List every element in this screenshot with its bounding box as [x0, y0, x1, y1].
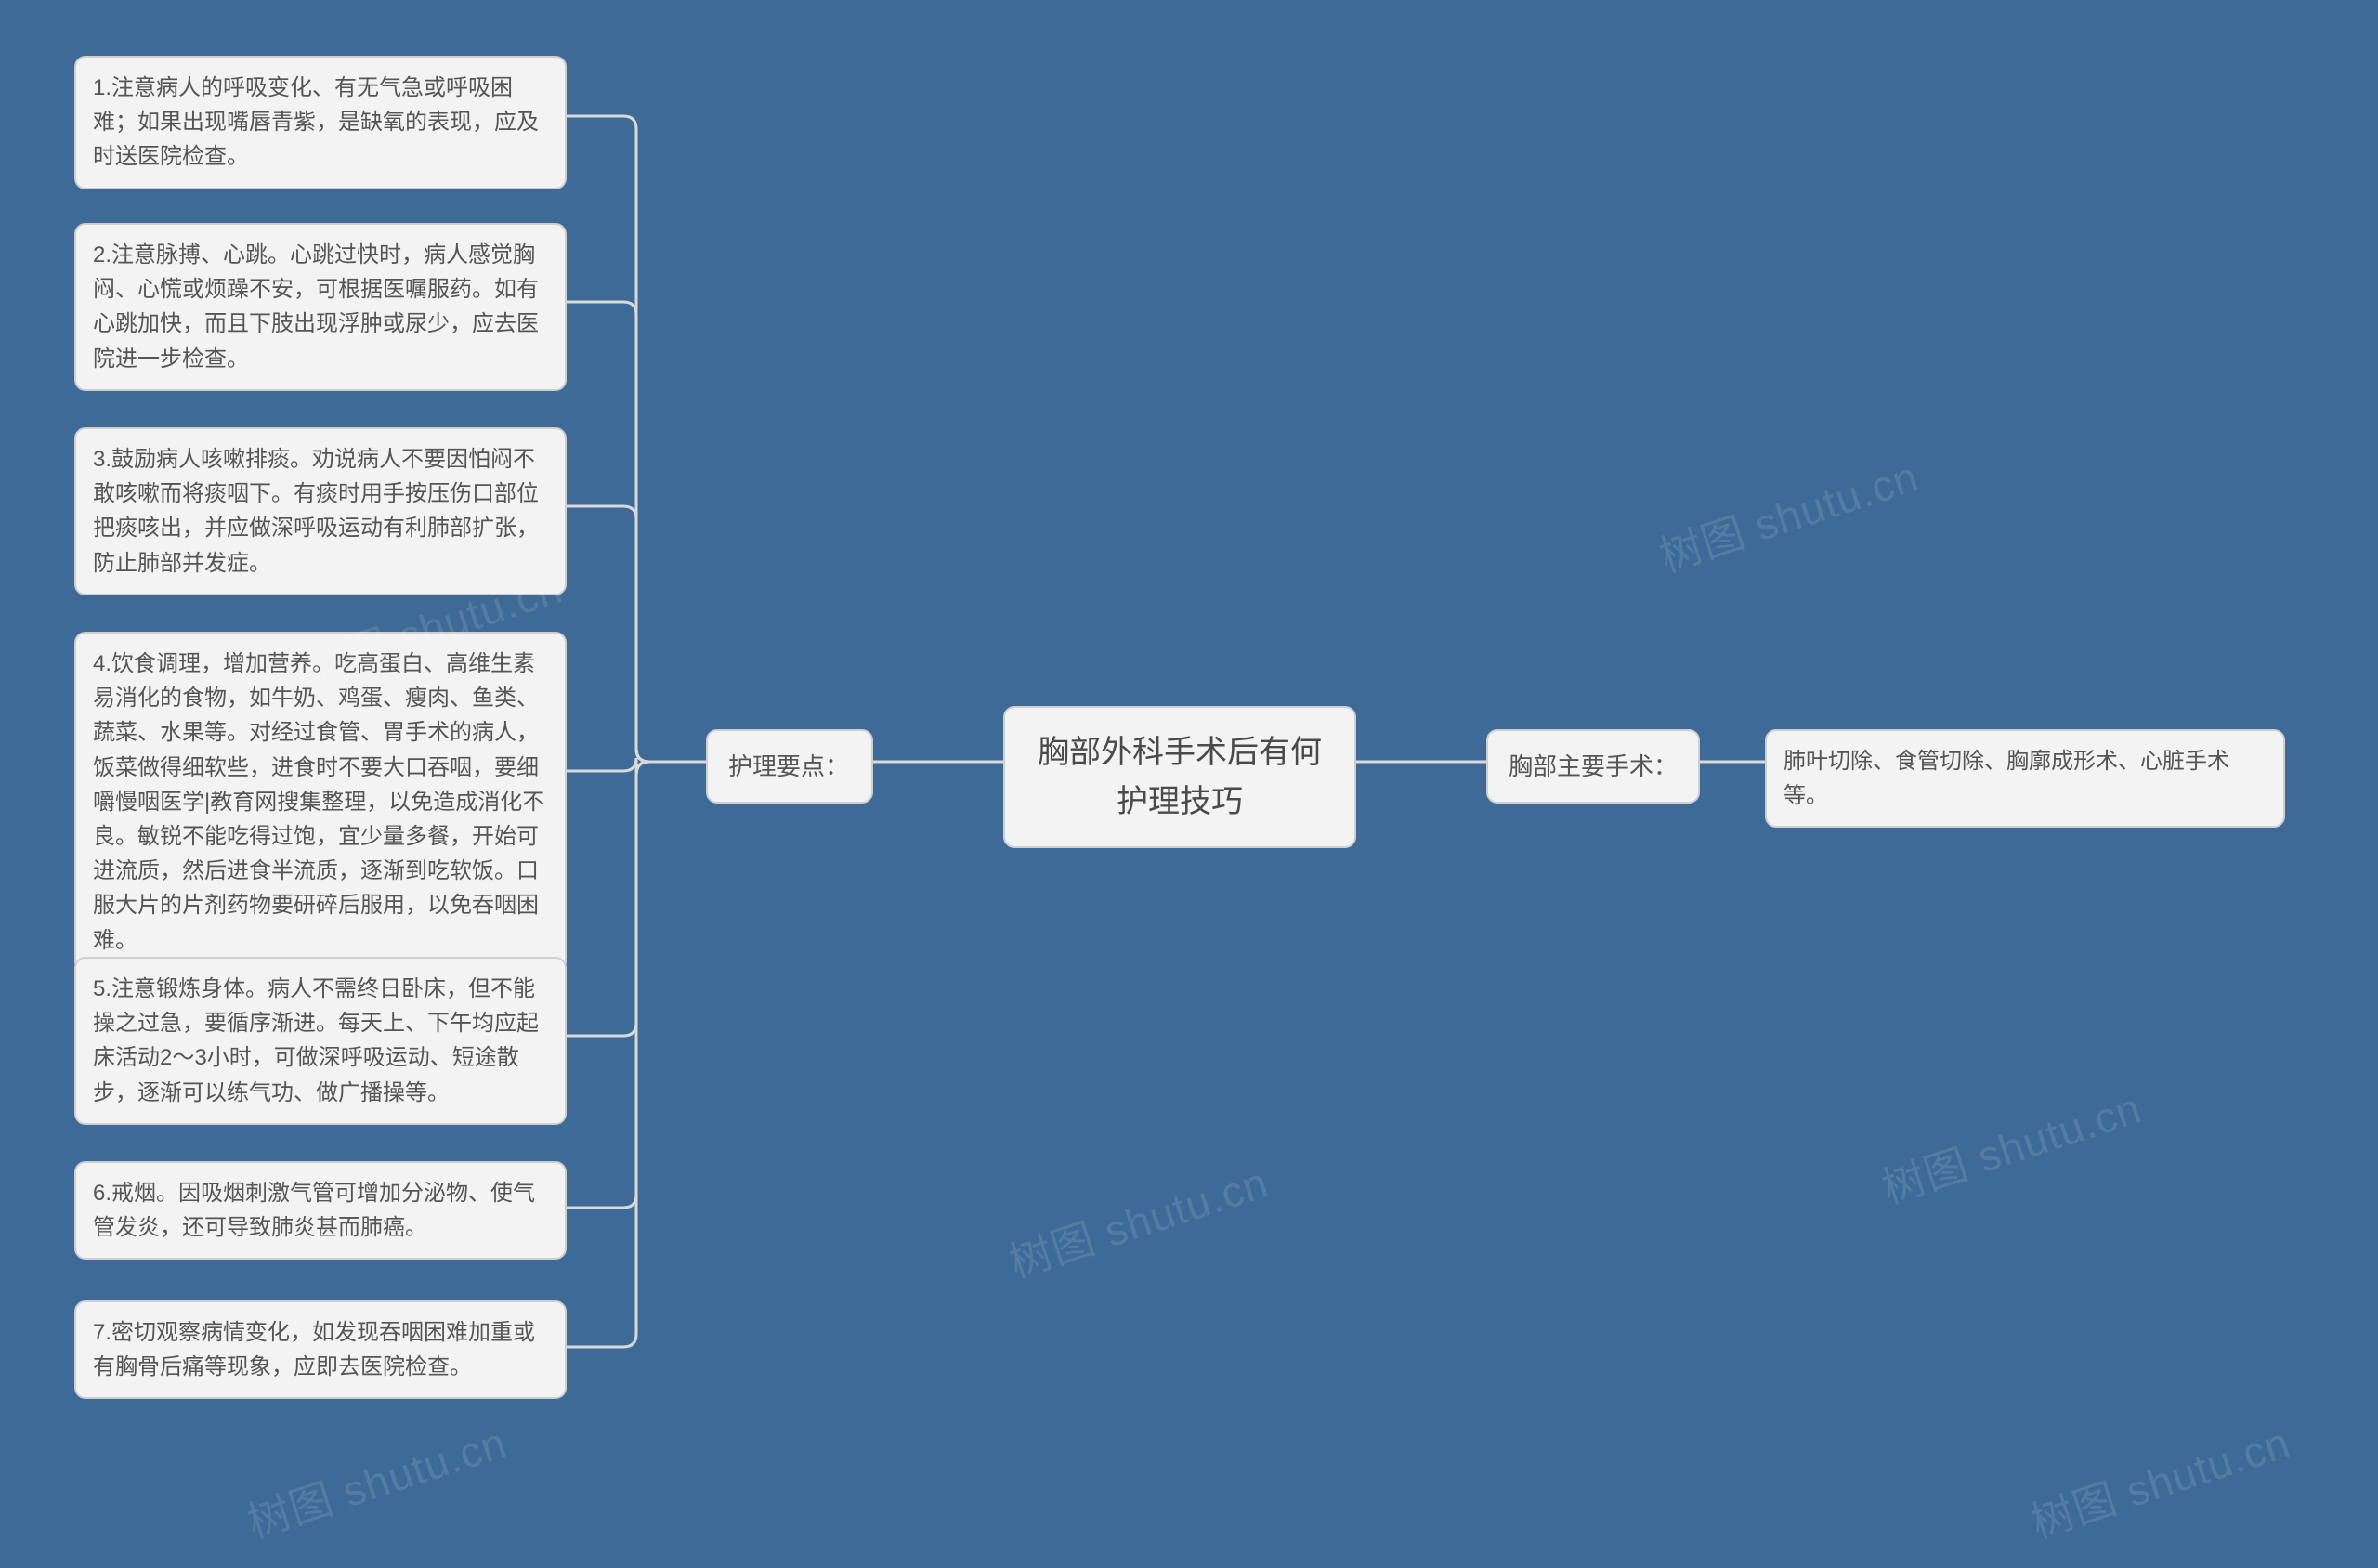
left-branch-node: 护理要点： [706, 729, 873, 804]
left-leaf-label: 4.饮食调理，增加营养。吃高蛋白、高维生素易消化的食物，如牛奶、鸡蛋、瘦肉、鱼类… [93, 651, 544, 953]
left-leaf-node: 7.密切观察病情变化，如发现吞咽困难加重或有胸骨后痛等现象，应即去医院检查。 [74, 1300, 567, 1399]
left-leaf-node: 5.注意锻炼身体。病人不需终日卧床，但不能操之过急，要循序渐进。每天上、下午均应… [74, 957, 567, 1125]
left-leaf-label: 2.注意脉搏、心跳。心跳过快时，病人感觉胸闷、心慌或烦躁不安，可根据医嘱服药。如… [93, 242, 539, 372]
left-leaf-label: 1.注意病人的呼吸变化、有无气急或呼吸困难；如果出现嘴唇青紫，是缺氧的表现，应及… [93, 75, 539, 169]
watermark-text: 树图 shutu.cn [239, 1409, 514, 1550]
center-label: 胸部外科手术后有何护理技巧 [1038, 735, 1322, 819]
left-leaf-node: 1.注意病人的呼吸变化、有无气急或呼吸困难；如果出现嘴唇青紫，是缺氧的表现，应及… [74, 56, 567, 189]
left-leaf-label: 7.密切观察病情变化，如发现吞咽困难加重或有胸骨后痛等现象，应即去医院检查。 [93, 1320, 535, 1379]
mindmap-canvas: 胸部外科手术后有何护理技巧 护理要点： 胸部主要手术： 肺叶切除、食管切除、胸廓… [0, 0, 2378, 1568]
right-branch-node: 胸部主要手术： [1486, 729, 1700, 804]
left-leaf-label: 5.注意锻炼身体。病人不需终日卧床，但不能操之过急，要循序渐进。每天上、下午均应… [93, 976, 539, 1105]
left-branch-label: 护理要点： [728, 752, 849, 780]
right-leaf-label: 肺叶切除、食管切除、胸廓成形术、心脏手术等。 [1784, 749, 2229, 808]
left-leaf-node: 3.鼓励病人咳嗽排痰。劝说病人不要因怕闷不敢咳嗽而将痰咽下。有痰时用手按压伤口部… [74, 427, 567, 595]
watermark-text: 树图 shutu.cn [1000, 1149, 1275, 1290]
watermark-text: 树图 shutu.cn [1874, 1075, 2149, 1216]
left-leaf-node: 2.注意脉搏、心跳。心跳过快时，病人感觉胸闷、心慌或烦躁不安，可根据医嘱服药。如… [74, 223, 567, 391]
right-leaf-node: 肺叶切除、食管切除、胸廓成形术、心脏手术等。 [1765, 729, 2285, 828]
left-leaf-node: 4.饮食调理，增加营养。吃高蛋白、高维生素易消化的食物，如牛奶、鸡蛋、瘦肉、鱼类… [74, 632, 567, 973]
center-node: 胸部外科手术后有何护理技巧 [1003, 706, 1356, 848]
left-leaf-node: 6.戒烟。因吸烟刺激气管可增加分泌物、使气管发炎，还可导致肺炎甚而肺癌。 [74, 1161, 567, 1260]
left-leaf-label: 6.戒烟。因吸烟刺激气管可增加分泌物、使气管发炎，还可导致肺炎甚而肺癌。 [93, 1181, 535, 1240]
watermark-text: 树图 shutu.cn [2022, 1409, 2297, 1550]
watermark-text: 树图 shutu.cn [1651, 443, 1926, 584]
right-branch-label: 胸部主要手术： [1509, 752, 1678, 780]
left-leaf-label: 3.鼓励病人咳嗽排痰。劝说病人不要因怕闷不敢咳嗽而将痰咽下。有痰时用手按压伤口部… [93, 447, 539, 576]
